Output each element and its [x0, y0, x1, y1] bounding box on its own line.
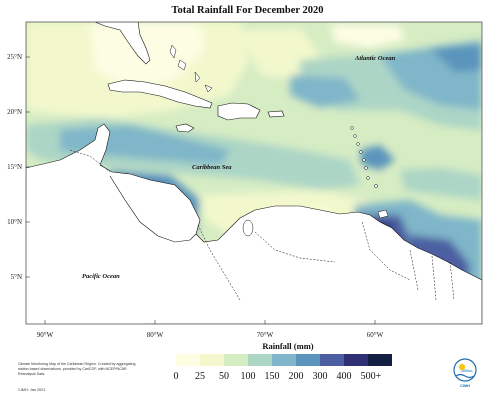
lon-tick-label: 60°W: [366, 331, 384, 339]
lon-tick-label: 70°W: [256, 331, 274, 339]
map-title: Total Rainfall For December 2020: [171, 5, 324, 16]
puerto-rico-land: [267, 110, 285, 118]
legend-swatch: [320, 354, 344, 366]
hispaniola-land: [217, 102, 261, 121]
lon-tick-label: 90°W: [36, 331, 54, 339]
lat-tick-label: 20°N: [7, 108, 22, 116]
legend-label: 150: [264, 371, 280, 382]
bahamas-islands: [169, 44, 213, 93]
lat-tick-label: 5°N: [10, 273, 22, 281]
trinidad-land: [377, 209, 389, 219]
lat-tick-label: 25°N: [7, 53, 22, 61]
legend-label: 300: [312, 371, 328, 382]
cimh-logo: [453, 358, 477, 382]
axis-tick-marks: [26, 56, 376, 324]
legend-title: Rainfall (mm): [262, 341, 314, 351]
legend-swatch: [224, 354, 248, 366]
pacific-ocean-area: [26, 200, 170, 324]
legend-label: 25: [195, 371, 205, 382]
legend-swatch: [344, 354, 368, 366]
legend-swatch: [248, 354, 272, 366]
legend-swatch: [296, 354, 320, 366]
pacific-ocean-label: Pacific Ocean: [82, 273, 120, 280]
lake-maracaibo: [242, 219, 254, 237]
jamaica-land: [175, 123, 195, 133]
central-america-coast: [109, 175, 197, 243]
legend-colorbar: [176, 354, 392, 366]
legend-label: 0: [173, 371, 179, 382]
logo-caption: CIMH: [460, 384, 470, 388]
lat-tick-label: 10°N: [7, 218, 22, 226]
lat-tick-label: 15°N: [7, 163, 22, 171]
legend-label: 500+: [360, 371, 382, 382]
cuba-land: [107, 79, 213, 109]
legend-swatch: [176, 354, 200, 366]
legend-swatch: [368, 354, 392, 366]
lesser-antilles: [350, 126, 378, 188]
legend-label: 50: [219, 371, 229, 382]
florida-land: [94, 22, 151, 65]
country-borders: [69, 149, 455, 301]
legend-label: 100: [240, 371, 256, 382]
legend-swatch: [272, 354, 296, 366]
legend-swatch: [200, 354, 224, 366]
map-frame: [25, 21, 483, 325]
legend-label: 200: [288, 371, 304, 382]
caribbean-sea-label: Caribbean Sea: [192, 164, 232, 171]
atlantic-ocean-label: Atlantic Ocean: [355, 55, 396, 62]
legend-label: 400: [336, 371, 352, 382]
map-footnote: Climate Monitoring Map of the Caribbean …: [18, 362, 136, 376]
lon-tick-label: 80°W: [146, 331, 164, 339]
footnote-date: CIMH: Jan 2021: [18, 388, 46, 392]
